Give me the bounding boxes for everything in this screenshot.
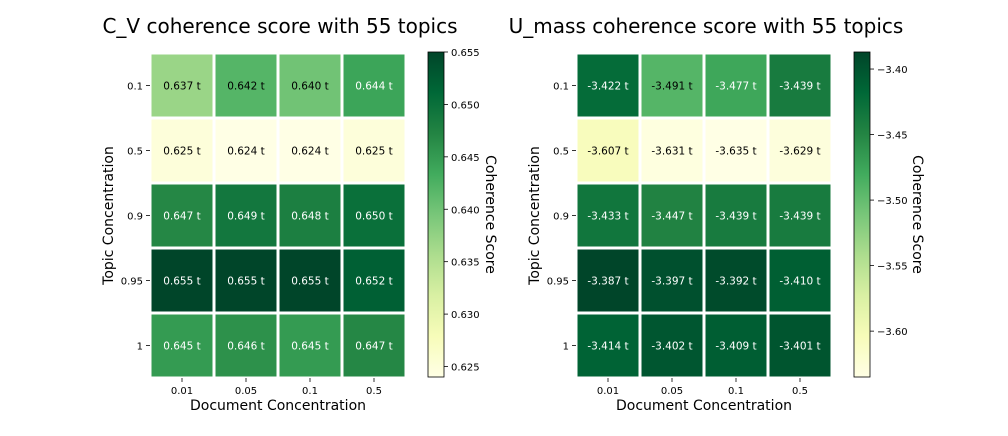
y-tick-label: 0.9: [127, 212, 143, 223]
cell-label: 0.625 t: [163, 146, 201, 158]
cell-label: -3.392 t: [715, 276, 756, 288]
chart-title: U_mass coherence score with 55 topics: [509, 14, 904, 38]
x-tick-label: 0.1: [728, 386, 744, 397]
heatmap-cell: [340, 311, 408, 380]
heatmap-cell: [766, 311, 834, 380]
cell-label: 0.655 t: [163, 276, 201, 288]
y-tick-label: 0.95: [121, 277, 143, 288]
y-tick-label: 0.1: [553, 82, 569, 93]
x-tick-label: 0.05: [661, 386, 683, 397]
y-tick-label: 0.5: [553, 147, 569, 158]
colorbar-tick-label: 0.640: [451, 205, 480, 216]
cell-label: 0.647 t: [163, 211, 201, 223]
cell-label: 0.649 t: [227, 211, 265, 223]
cell-label: -3.491 t: [651, 81, 692, 93]
cell-label: -3.433 t: [587, 211, 628, 223]
cell-label: 0.645 t: [163, 341, 201, 353]
y-tick-label: 0.5: [127, 147, 143, 158]
y-axis-label: Topic Concentration: [101, 146, 117, 286]
x-tick-label: 0.5: [366, 386, 382, 397]
y-tick-label: 0.1: [127, 82, 143, 93]
colorbar-tick-label: −3.45: [877, 131, 908, 142]
cell-label: -3.387 t: [587, 276, 628, 288]
colorbar-label: Coherence Score: [909, 155, 925, 274]
colorbar-tick-label: 0.655: [451, 48, 480, 59]
cell-label: -3.422 t: [587, 81, 628, 93]
heatmap-cell: [340, 51, 408, 120]
heatmap-panel-umass: U_mass coherence score with 55 topics -3.…: [509, 14, 925, 414]
cell-label: 0.645 t: [291, 341, 329, 353]
cell-label: -3.414 t: [587, 341, 628, 353]
cell-label: 0.655 t: [227, 276, 265, 288]
heatmap-cell: [340, 181, 408, 250]
colorbar-tick-label: −3.40: [877, 65, 908, 76]
heatmap-panel-cv: C_V coherence score with 55 topics 0.637 …: [101, 14, 498, 414]
y-tick-label: 0.9: [553, 212, 569, 223]
cell-label: 0.647 t: [355, 341, 393, 353]
cell-label: 0.644 t: [355, 81, 393, 93]
y-tick-label: 0.95: [547, 277, 569, 288]
cell-label: -3.397 t: [651, 276, 692, 288]
cell-label: -3.631 t: [651, 146, 692, 158]
cell-label: -3.409 t: [715, 341, 756, 353]
heatmap-cell: [702, 51, 770, 120]
y-tick-label: 1: [563, 342, 569, 353]
heatmap-cell: [276, 311, 344, 380]
cell-label: 0.648 t: [291, 211, 329, 223]
cell-label: -3.477 t: [715, 81, 756, 93]
colorbar-tick-label: 0.635: [451, 258, 480, 269]
x-tick-label: 0.1: [302, 386, 318, 397]
colorbar-tick-label: −3.60: [877, 327, 908, 338]
cell-label: 0.637 t: [163, 81, 201, 93]
heatmap-cell: [766, 246, 834, 315]
x-axis-label: Document Concentration: [616, 398, 792, 414]
cell-label: 0.652 t: [355, 276, 393, 288]
y-tick-label: 1: [137, 342, 143, 353]
x-tick-label: 0.01: [171, 386, 193, 397]
cell-label: -3.410 t: [779, 276, 820, 288]
cell-label: -3.439 t: [779, 81, 820, 93]
cell-label: -3.439 t: [715, 211, 756, 223]
heatmap-cell: [340, 116, 408, 185]
cell-label: -3.401 t: [779, 341, 820, 353]
colorbar-label: Coherence Score: [482, 155, 498, 274]
y-axis-label: Topic Concentration: [527, 146, 543, 286]
cell-label: -3.402 t: [651, 341, 692, 353]
colorbar: [427, 51, 445, 378]
colorbar-tick-label: 0.650: [451, 100, 480, 111]
heatmap-cell: [638, 51, 706, 120]
cell-label: 0.650 t: [355, 211, 393, 223]
colorbar: [853, 51, 871, 378]
heatmap-cell: [766, 51, 834, 120]
colorbar-tick-label: 0.630: [451, 310, 480, 321]
heatmap-cell: [638, 311, 706, 380]
colorbar-tick-label: −3.55: [877, 262, 908, 273]
chart-title: C_V coherence score with 55 topics: [102, 14, 457, 38]
heatmap-cell: [340, 246, 408, 315]
x-tick-label: 0.01: [597, 386, 619, 397]
colorbar-tick-label: 0.645: [451, 153, 480, 164]
colorbar-tick-label: −3.50: [877, 196, 908, 207]
cell-label: -3.439 t: [779, 211, 820, 223]
heatmap-cell: [212, 181, 280, 250]
cell-label: 0.640 t: [291, 81, 329, 93]
cell-label: -3.635 t: [715, 146, 756, 158]
x-tick-label: 0.5: [792, 386, 808, 397]
cell-label: 0.646 t: [227, 341, 265, 353]
cell-label: -3.629 t: [779, 146, 820, 158]
cell-label: 0.625 t: [355, 146, 393, 158]
cell-label: -3.607 t: [587, 146, 628, 158]
cell-label: 0.624 t: [227, 146, 265, 158]
cell-label: 0.655 t: [291, 276, 329, 288]
cell-label: 0.624 t: [291, 146, 329, 158]
x-axis-label: Document Concentration: [190, 398, 366, 414]
x-tick-label: 0.05: [235, 386, 257, 397]
colorbar-tick-label: 0.625: [451, 363, 480, 374]
cell-label: -3.447 t: [651, 211, 692, 223]
cell-label: 0.642 t: [227, 81, 265, 93]
